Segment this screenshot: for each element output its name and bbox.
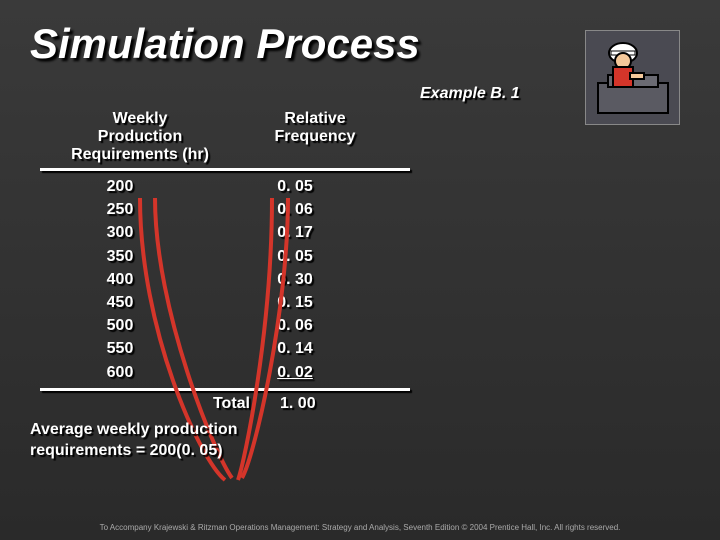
- freq-cell: 0. 02: [200, 361, 360, 384]
- req-cell: 300: [40, 221, 200, 244]
- req-cell: 500: [40, 314, 200, 337]
- footer-text: To Accompany Krajewski & Ritzman Operati…: [0, 523, 720, 532]
- freq-cell: 0. 30: [200, 268, 360, 291]
- req-cell: 400: [40, 268, 200, 291]
- table-rule-bottom: [40, 388, 410, 391]
- req-cell: 600: [40, 361, 200, 384]
- table-rule-top: [40, 168, 410, 171]
- col2-header: RelativeFrequency: [240, 110, 390, 164]
- freq-cell: 0. 05: [200, 245, 360, 268]
- req-cell: 550: [40, 337, 200, 360]
- table-row: 4500. 15: [40, 291, 410, 314]
- table-row: 5000. 06: [40, 314, 410, 337]
- freq-cell: 0. 05: [200, 175, 360, 198]
- table-row: 2000. 05: [40, 175, 410, 198]
- freq-cell: 0. 06: [200, 198, 360, 221]
- req-cell: 450: [40, 291, 200, 314]
- table-row: 3000. 17: [40, 221, 410, 244]
- table-row: 2500. 06: [40, 198, 410, 221]
- total-value: 1. 00: [260, 395, 380, 413]
- summary-line1: Average weekly production: [30, 421, 237, 438]
- req-cell: 350: [40, 245, 200, 268]
- freq-cell: 0. 17: [200, 221, 360, 244]
- worker-icon: [585, 30, 680, 125]
- req-cell: 250: [40, 198, 200, 221]
- col1-header: WeeklyProductionRequirements (hr): [40, 110, 240, 164]
- example-label: Example B. 1: [420, 85, 520, 103]
- table-row: 5500. 14: [40, 337, 410, 360]
- freq-cell: 0. 14: [200, 337, 360, 360]
- frequency-table: WeeklyProductionRequirements (hr) Relati…: [40, 110, 410, 413]
- freq-cell: 0. 15: [200, 291, 360, 314]
- table-row: 3500. 05: [40, 245, 410, 268]
- req-cell: 200: [40, 175, 200, 198]
- table-row: 6000. 02: [40, 361, 410, 384]
- freq-cell: 0. 06: [200, 314, 360, 337]
- summary-text: Average weekly production requirements =…: [30, 420, 237, 462]
- table-row: 4000. 30: [40, 268, 410, 291]
- total-label: Total: [40, 395, 260, 413]
- summary-line2: requirements = 200(0. 05): [30, 442, 223, 459]
